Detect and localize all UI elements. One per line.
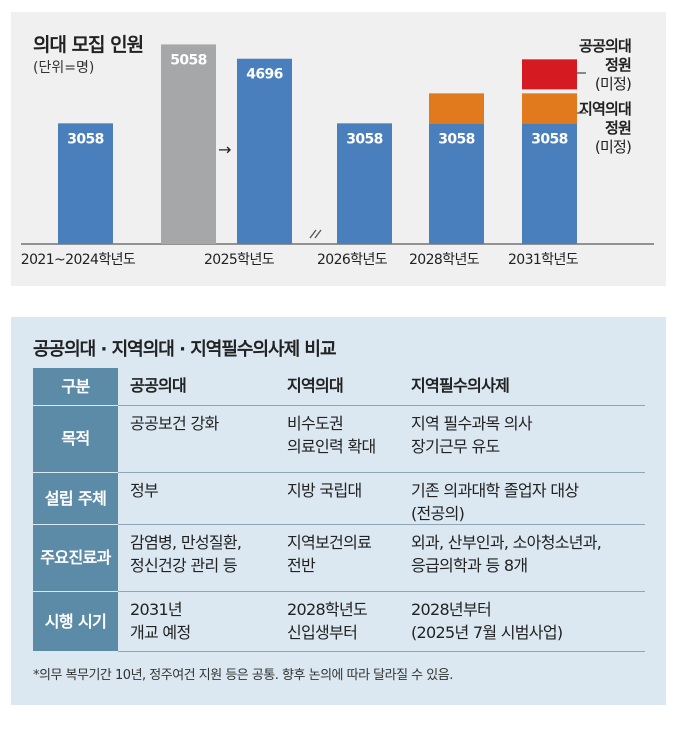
cell-regional-essential: 지역 필수과목 의사 장기근무 유도	[399, 406, 645, 473]
regional-med-school-annotation: 지역의대 정원 (미정)	[579, 100, 632, 157]
x-tick-label: 2028학년도	[409, 252, 480, 268]
column-header-regional: 지역의대	[275, 368, 399, 406]
public-anno-line1: 공공의대	[579, 37, 632, 55]
table-row: 시행 시기 2031년 개교 예정 2028학년도 신입생부터 2028년부터 (2025년…	[33, 592, 645, 652]
row-label: 설립 주체	[33, 473, 118, 525]
chart-unit: (단위=명)	[33, 60, 95, 76]
public-anno-note: (미정)	[594, 75, 632, 93]
bar-2031학년도-3058	[522, 123, 577, 244]
axis-break-mark	[309, 229, 322, 239]
value-label: 3058	[346, 131, 383, 147]
bar-2025학년도-5058	[161, 44, 216, 245]
comparison-title: 공공의대 · 지역의대 · 지역필수의사제 비교	[33, 339, 337, 360]
bar-2026학년도-3058	[337, 123, 392, 244]
x-tick-label: 2021~2024학년도	[21, 252, 136, 268]
table-header-row: 구분 공공의대 지역의대 지역필수의사제	[33, 368, 645, 406]
bar-2028학년도-3058	[429, 123, 484, 244]
value-label: 3058	[438, 131, 475, 147]
cell-regional-essential: 외과, 산부인과, 소아청소년과, 응급의학과 등 8개	[399, 525, 645, 592]
column-header-public: 공공의대	[118, 368, 275, 406]
regional-anno-line1: 지역의대	[579, 100, 632, 118]
cell-public: 2031년 개교 예정	[118, 592, 275, 652]
value-label: 3058	[67, 131, 104, 147]
x-tick-labels: 2021~2024학년도 2025학년도 2026학년도 2028학년도 2031학년도	[21, 252, 580, 268]
table-row: 주요 진료과 감염병, 만성질환, 정신건강 관리 등 지역보건의료 전반 외과, 산부인과…	[33, 525, 645, 592]
value-label: 4696	[246, 67, 283, 83]
cell-regional: 2028학년도 신입생부터	[275, 592, 399, 652]
bar-2021~2024학년도-3058	[58, 123, 113, 244]
cell-regional: 지방 국립대	[275, 473, 399, 525]
stack-segment-지역의대 정원	[522, 93, 577, 124]
public-med-school-annotation: 공공의대 정원 (미정)	[579, 37, 632, 94]
table-row: 설립 주체 정부 지방 국립대 기존 의과대학 졸업자 대상 (전공의)	[33, 473, 645, 525]
cell-public: 정부	[118, 473, 275, 525]
stack-segment-공공의대 정원	[522, 59, 577, 90]
chart-title: 의대 모집 인원	[33, 34, 144, 56]
value-label: 5058	[170, 52, 207, 68]
comparison-table: 구분 공공의대 지역의대 지역필수의사제 목적 공공보건 강화 비수도권 의료인력 확대 지역 …	[33, 368, 645, 652]
transition-arrow: →	[218, 140, 231, 159]
regional-anno-line2: 정원	[605, 119, 632, 137]
cell-public: 공공보건 강화	[118, 406, 275, 473]
cell-regional-essential: 2028년부터 (2025년 7월 시범사업)	[399, 592, 645, 652]
enrollment-chart: 의대 모집 인원 (단위=명) → 3058 5058 4696 3058 3058 30…	[11, 12, 666, 286]
row-label: 시행 시기	[33, 592, 118, 652]
value-label: 3058	[531, 131, 568, 147]
row-label: 주요 진료과	[33, 525, 118, 592]
cell-regional: 비수도권 의료인력 확대	[275, 406, 399, 473]
footnote: *의무 복무기간 10년, 정주여건 지원 등은 공통. 향후 논의에 따라 달…	[33, 668, 453, 683]
regional-anno-note: (미정)	[594, 138, 632, 156]
comparison-panel: 공공의대 · 지역의대 · 지역필수의사제 비교 구분 공공의대 지역의대 지역필수의…	[11, 317, 666, 705]
stack-segment-지역의대 정원	[429, 93, 484, 124]
cell-regional-essential: 기존 의과대학 졸업자 대상 (전공의)	[399, 473, 645, 525]
public-anno-line2: 정원	[605, 56, 632, 74]
bars-layer: 3058 5058 4696 3058 3058 3058	[58, 44, 577, 245]
column-header-regional-essential: 지역필수의사제	[399, 368, 645, 406]
x-tick-label: 2031학년도	[508, 252, 579, 268]
cell-public: 감염병, 만성질환, 정신건강 관리 등	[118, 525, 275, 592]
row-header-cell: 구분	[33, 368, 118, 406]
row-label: 목적	[33, 406, 118, 473]
cell-regional: 지역보건의료 전반	[275, 525, 399, 592]
bar-2025학년도-4696	[237, 58, 292, 245]
table-row: 목적 공공보건 강화 비수도권 의료인력 확대 지역 필수과목 의사 장기근무 유도	[33, 406, 645, 473]
x-tick-label: 2026학년도	[317, 252, 388, 268]
x-tick-label: 2025학년도	[204, 252, 275, 268]
